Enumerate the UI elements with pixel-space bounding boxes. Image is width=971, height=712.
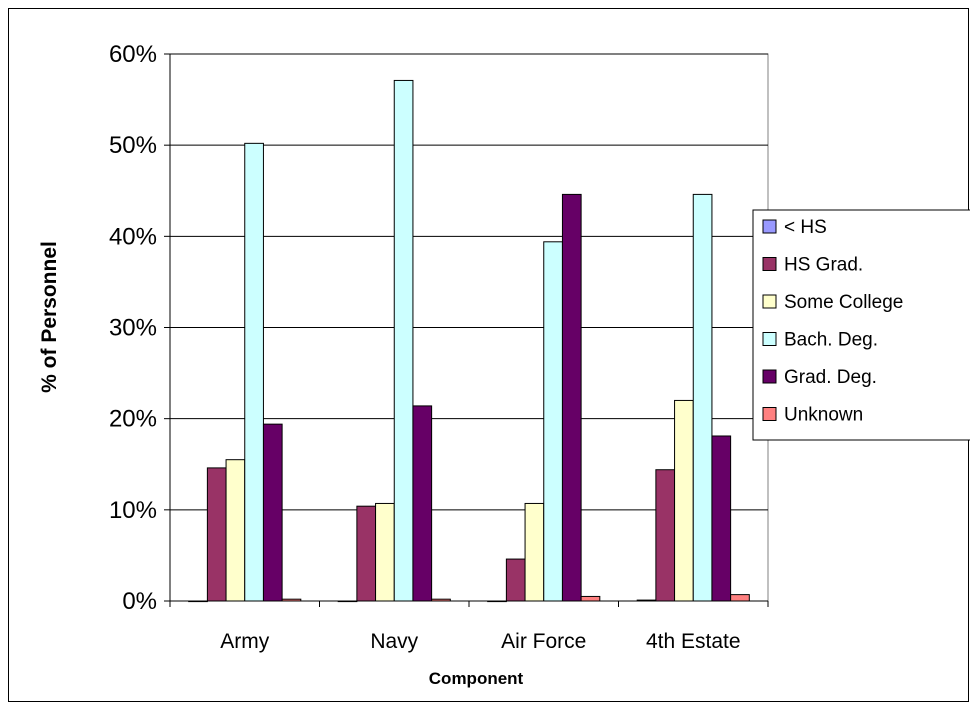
y-tick-label: 50% — [109, 132, 157, 159]
legend-label: Grad. Deg. — [784, 367, 877, 388]
y-tick-label: 10% — [109, 497, 157, 524]
bar-hs-grad-4th-estate — [655, 469, 676, 602]
bar-unknown-4th-estate — [730, 594, 750, 602]
y-tick-label: 0% — [122, 588, 157, 615]
bar-bach-deg-navy — [393, 79, 414, 602]
y-axis-title: % of Personnel — [38, 241, 61, 393]
x-category-label: 4th Estate — [646, 630, 741, 653]
bar-some-college-army — [225, 459, 246, 602]
bar-some-college-4th-estate — [674, 399, 694, 602]
y-tick-label: 60% — [109, 41, 157, 68]
bars — [188, 79, 750, 603]
bar-unknown-air-force — [580, 595, 601, 602]
bar-some-college-navy — [375, 502, 395, 602]
x-category-label: Army — [220, 630, 269, 653]
legend-label: Bach. Deg. — [784, 330, 878, 351]
bar-bach-deg-4th-estate — [692, 193, 713, 602]
x-axis-title: Component — [429, 669, 524, 688]
y-tick-label: 40% — [109, 223, 157, 250]
education-bar-chart: 0% 10% 20% 30% 40% 50% 60% Army Navy Air Force 4t… — [38, 41, 971, 688]
legend-swatch — [762, 369, 777, 384]
legend-label: Some College — [784, 292, 903, 313]
legend-swatch — [762, 257, 777, 271]
bar-grad-deg-air-force — [561, 193, 582, 602]
x-category-labels: Army Navy Air Force 4th Estate — [220, 630, 740, 653]
bar-hs-grad-air-force — [505, 558, 526, 602]
x-category-label: Air Force — [501, 630, 586, 653]
axes — [164, 53, 769, 607]
y-tick-labels: 0% 10% 20% 30% 40% 50% 60% — [109, 41, 157, 615]
bar-some-college-air-force — [524, 502, 545, 602]
bar-grad-deg-4th-estate — [711, 435, 732, 602]
legend-label: HS Grad. — [784, 255, 863, 276]
legend: < HS HS Grad. Some College Bach. Deg. Grad. … — [752, 209, 971, 441]
legend-label: < HS — [784, 217, 827, 238]
legend-swatch — [762, 219, 777, 234]
y-tick-label: 30% — [109, 315, 157, 342]
legend-box — [752, 209, 971, 441]
legend-swatch — [762, 294, 777, 309]
y-tick-label: 20% — [109, 406, 157, 433]
bar-grad-deg-army — [262, 423, 283, 602]
bar-bach-deg-air-force — [543, 241, 563, 602]
legend-swatch — [762, 332, 777, 346]
bar-bach-deg-army — [244, 142, 264, 602]
bar-hs-grad-army — [206, 467, 227, 602]
chart-frame: 0% 10% 20% 30% 40% 50% 60% Army Navy Air Force 4t… — [8, 8, 971, 702]
legend-swatch — [762, 407, 777, 421]
bar-hs-grad-navy — [356, 505, 377, 602]
bar-grad-deg-navy — [412, 405, 433, 602]
legend-label: Unknown — [784, 405, 863, 426]
legend-items: < HS HS Grad. Some College Bach. Deg. Grad. … — [762, 217, 903, 426]
x-category-label: Navy — [370, 630, 418, 653]
